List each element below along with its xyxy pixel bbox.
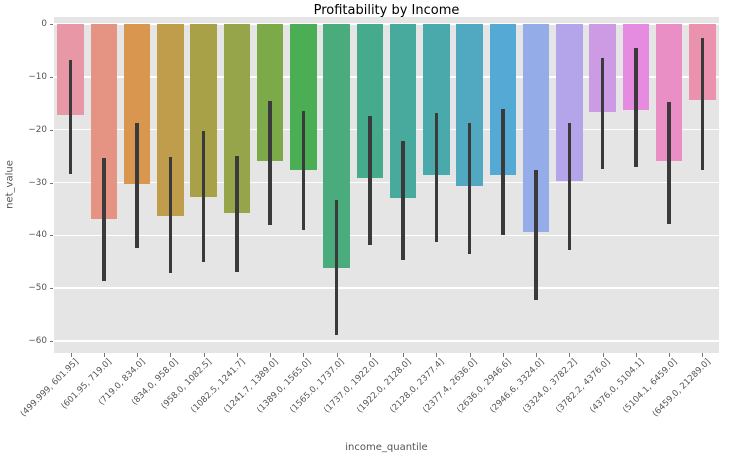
x-tick-mark bbox=[403, 353, 405, 357]
x-tick-mark bbox=[469, 353, 471, 357]
error-bar bbox=[235, 156, 239, 273]
x-tick-mark bbox=[536, 353, 538, 357]
y-tick-label: −60 bbox=[28, 336, 47, 346]
x-tick-mark bbox=[236, 353, 238, 357]
x-tick-mark bbox=[203, 353, 205, 357]
error-bar bbox=[68, 59, 73, 174]
x-tick-mark bbox=[669, 353, 671, 357]
gridline bbox=[54, 23, 719, 25]
gridline bbox=[54, 340, 719, 342]
error-bar bbox=[567, 123, 572, 251]
error-bar bbox=[368, 115, 372, 246]
error-bar bbox=[401, 141, 405, 261]
y-tick-mark bbox=[50, 235, 53, 237]
x-tick-mark bbox=[436, 353, 438, 357]
y-tick-mark bbox=[50, 288, 53, 290]
error-bar bbox=[268, 101, 272, 226]
y-tick-mark bbox=[50, 24, 53, 25]
gridline bbox=[54, 128, 719, 131]
x-tick-label: (6459.0, 21289.0] bbox=[650, 357, 713, 420]
y-tick-label: −30 bbox=[28, 177, 47, 188]
plot-area bbox=[54, 17, 719, 353]
error-bar bbox=[168, 157, 173, 274]
gridline bbox=[54, 287, 719, 289]
x-tick-label: (499.999, 601.95] bbox=[18, 357, 81, 420]
x-tick-mark bbox=[137, 353, 139, 357]
y-tick-label: 0 bbox=[41, 19, 47, 29]
y-tick-label: −20 bbox=[28, 124, 47, 135]
x-tick-mark bbox=[569, 353, 571, 357]
error-bar bbox=[700, 38, 705, 171]
error-bar bbox=[634, 47, 638, 168]
x-tick-mark bbox=[602, 353, 604, 357]
error-bar bbox=[434, 113, 439, 243]
error-bar bbox=[667, 102, 671, 225]
chart-title: Profitability by Income bbox=[313, 3, 460, 18]
y-tick-mark bbox=[50, 341, 53, 342]
x-tick-mark bbox=[70, 353, 72, 357]
x-axis-label: income_quantile bbox=[345, 442, 428, 453]
y-tick-mark bbox=[50, 182, 53, 184]
y-tick-label: −10 bbox=[28, 71, 47, 82]
x-tick-mark bbox=[336, 353, 338, 357]
gridline bbox=[54, 234, 719, 237]
gridline bbox=[54, 76, 719, 78]
error-bar bbox=[600, 57, 605, 170]
y-tick-label: −50 bbox=[28, 283, 47, 294]
x-tick-mark bbox=[635, 353, 637, 357]
x-tick-mark bbox=[103, 353, 105, 357]
error-bar bbox=[301, 111, 306, 231]
y-tick-mark bbox=[50, 129, 53, 131]
error-bar bbox=[534, 170, 538, 301]
x-tick-mark bbox=[170, 353, 172, 357]
x-tick-mark bbox=[303, 353, 305, 357]
x-tick-mark bbox=[702, 353, 704, 357]
y-tick-label: −40 bbox=[28, 230, 47, 241]
x-tick-mark bbox=[502, 353, 504, 357]
error-bar bbox=[467, 123, 472, 255]
error-bar bbox=[201, 131, 206, 263]
gridline bbox=[54, 181, 719, 184]
error-bar bbox=[135, 123, 139, 248]
x-tick-mark bbox=[270, 353, 272, 357]
error-bar bbox=[334, 199, 339, 335]
error-bar bbox=[501, 109, 505, 236]
error-bar bbox=[102, 158, 106, 282]
y-tick-mark bbox=[50, 76, 53, 78]
x-tick-mark bbox=[369, 353, 371, 357]
